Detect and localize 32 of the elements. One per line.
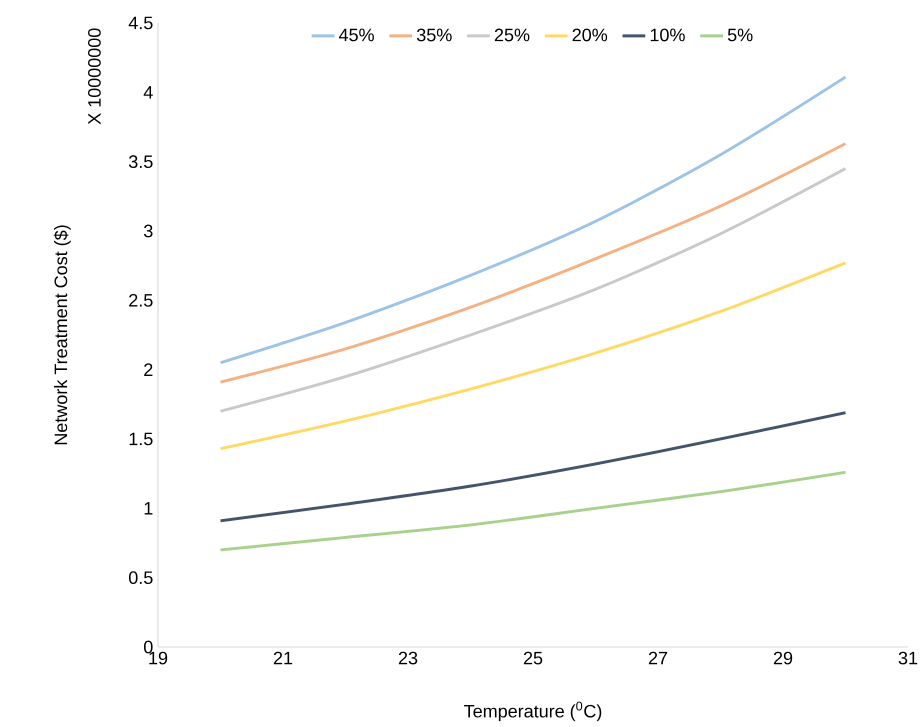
y-tick-label: 3.5 [128,155,153,168]
y-tick-label: 3 [144,224,153,238]
y-tick-label: 1.5 [130,432,153,446]
legend-label: 10% [650,28,685,42]
x-tick-label: 19 [149,652,168,664]
y-tick-label: 0.5 [128,571,153,584]
legend-label: 20% [572,28,608,42]
x-tick-label: 31 [898,652,918,664]
y-tick-label: 4.5 [128,16,153,30]
line-series [219,470,847,552]
y-tick-label: 2 [144,363,152,376]
y-tick-label: 2.5 [129,294,153,307]
x-axis-title: Temperature ($^{0}$C) [464,702,602,722]
legend-label: 25% [494,28,530,42]
y-tick-label: 4 [144,86,153,99]
line-series [219,261,847,450]
legend-label: 5% [728,28,753,42]
line-series [219,411,847,522]
x-tick-label: 25 [524,652,542,664]
x-tick-label: 27 [648,652,668,664]
x-tick-label: 21 [274,652,292,664]
x-tick-label: 23 [398,652,418,664]
y-tick-label: 1 [144,502,152,515]
y-tick-label: 0 [144,640,153,654]
legend-label: 45% [338,28,374,42]
legend-label: 35% [416,28,452,42]
y-axis-title: Network Treatment Cost ($) [54,225,71,444]
line-series [219,76,847,364]
line-series [219,142,847,384]
text: X 10000000 [88,28,101,124]
x-tick-label: 29 [774,652,792,664]
line-series [219,167,847,413]
